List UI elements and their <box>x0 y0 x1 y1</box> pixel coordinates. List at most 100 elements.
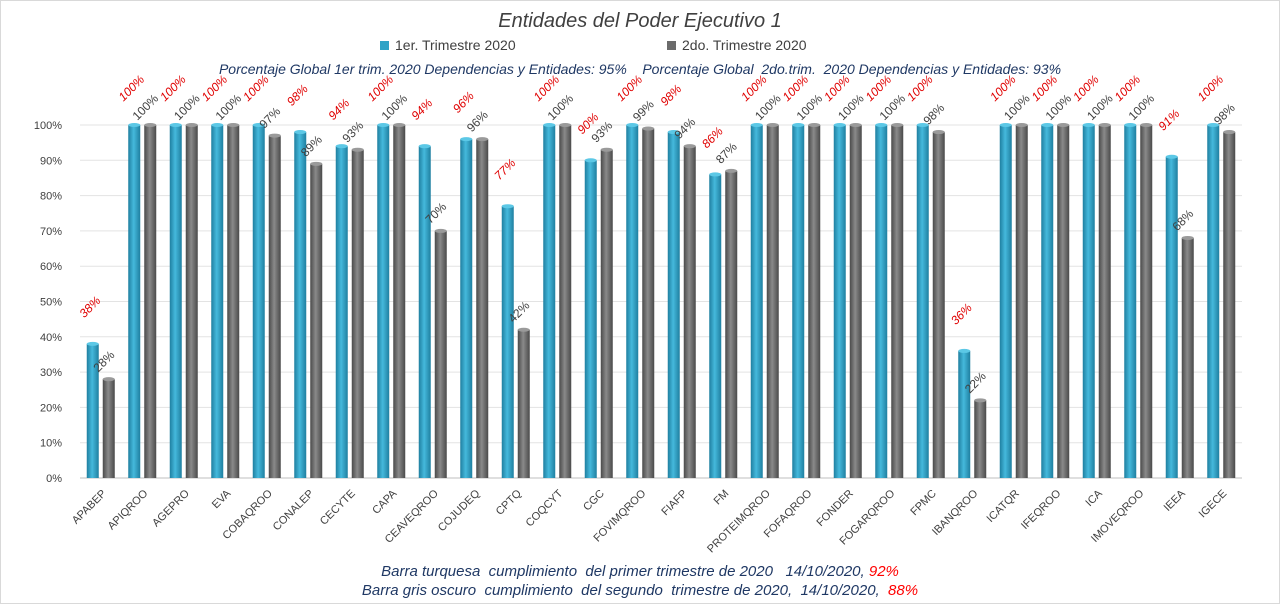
bar-q1-cap <box>1207 123 1220 127</box>
bar-q1 <box>86 343 99 478</box>
bar-q2 <box>974 400 987 478</box>
data-label-q2: 100% <box>794 91 826 123</box>
x-tick-label: FIAFP <box>659 488 690 519</box>
bar-q2 <box>185 125 198 478</box>
data-label-q2: 100% <box>545 91 577 123</box>
y-tick-label: 60% <box>40 261 62 273</box>
footnote-q1: Barra turquesa cumplimiento del primer t… <box>0 563 1280 580</box>
bar-q1-cap <box>86 341 99 346</box>
y-tick-label: 30% <box>40 367 62 379</box>
legend-item-q1: 1er. Trimestre 2020 <box>380 37 516 53</box>
bar-q1-cap <box>750 123 763 127</box>
bar-q2-cap <box>808 123 821 127</box>
data-label-q1: 100% <box>240 72 272 104</box>
x-tick-label: IEEA <box>1162 487 1189 514</box>
bar-q1-cap <box>501 204 514 209</box>
data-label-q2: 100% <box>1043 91 1075 123</box>
x-tick-label: AGEPRO <box>150 487 192 529</box>
data-label-q1: 38% <box>76 293 103 320</box>
bar-q1-cap <box>1041 123 1054 127</box>
bar-q2 <box>517 329 530 478</box>
bar-q1-cap <box>792 123 805 127</box>
bar-q2-cap <box>891 123 904 127</box>
bar-q1 <box>999 125 1012 478</box>
bar-q1 <box>833 125 846 478</box>
bar-q1-cap <box>377 123 390 127</box>
y-tick-label: 40% <box>40 332 62 344</box>
bar-q2-cap <box>517 327 530 332</box>
bar-q1-cap <box>833 123 846 127</box>
y-tick-label: 70% <box>40 226 62 238</box>
data-label-q1: 96% <box>450 89 477 116</box>
bar-q2 <box>642 128 655 478</box>
x-tick-label: EVA <box>210 487 234 511</box>
bar-q1 <box>294 132 307 478</box>
bar-q1 <box>875 125 888 478</box>
x-tick-label: CAPA <box>370 487 400 517</box>
legend-item-q2: 2do. Trimestre 2020 <box>667 37 807 53</box>
bar-q2-cap <box>351 147 364 152</box>
y-tick-label: 80% <box>40 191 62 203</box>
bar-q2-cap <box>185 123 198 127</box>
x-tick-label: CPTQ <box>494 487 524 517</box>
bar-q1 <box>211 125 224 478</box>
bar-q2-cap <box>268 133 281 138</box>
y-tick-label: 20% <box>40 402 62 414</box>
bar-q2-cap <box>974 398 987 403</box>
bar-q2-cap <box>600 147 613 152</box>
bar-q1 <box>252 125 265 478</box>
bar-q2 <box>932 132 945 478</box>
data-label-q1: 36% <box>948 300 975 327</box>
y-tick-label: 10% <box>40 438 62 450</box>
bar-q1-cap <box>335 144 348 149</box>
data-label-q1: 94% <box>325 96 352 123</box>
bar-q1-cap <box>252 123 265 127</box>
bar-q2 <box>808 125 821 478</box>
bar-q1 <box>709 174 722 479</box>
bar-q2-cap <box>227 123 240 127</box>
bar-q2-cap <box>1098 123 1111 127</box>
legend-label-q1: 1er. Trimestre 2020 <box>395 37 516 53</box>
bar-q2 <box>725 170 738 478</box>
x-tick-label: CECYTE <box>318 488 358 528</box>
x-tick-label: IGECE <box>1197 488 1230 521</box>
x-tick-label: COJUDEQ <box>436 487 483 534</box>
x-tick-label: APIQROO <box>106 487 151 532</box>
bar-q1 <box>667 132 680 478</box>
legend-swatch-q1 <box>380 40 389 50</box>
chart-subtitle: Porcentaje Global 1er trim. 2020 Depende… <box>218 61 1062 77</box>
x-tick-label: COQCYT <box>524 487 566 529</box>
bar-q2 <box>1140 125 1153 478</box>
bar-q2 <box>1181 237 1194 478</box>
bar-q2-cap <box>1223 130 1236 135</box>
x-tick-label: IFEQROO <box>1019 487 1064 532</box>
bar-q1 <box>1041 125 1054 478</box>
x-tick-label: CGC <box>581 488 607 514</box>
bar-q1-cap <box>1124 123 1137 127</box>
bar-q2-cap <box>1015 123 1028 127</box>
data-label-q2: 100% <box>130 91 162 123</box>
data-label-q2: 87% <box>713 139 740 166</box>
bar-q1-cap <box>709 172 722 177</box>
bar-q1-cap <box>626 123 639 127</box>
footnote-q1-text: Barra turquesa cumplimiento del primer t… <box>381 563 869 580</box>
footnote-q2-pct: 88% <box>888 582 919 599</box>
bar-q1 <box>377 125 390 478</box>
bar-q2-cap <box>393 123 406 127</box>
data-label-q2: 100% <box>1084 91 1116 123</box>
bar-q1 <box>1124 125 1137 478</box>
bar-q1 <box>169 125 182 478</box>
bar-q2 <box>434 230 447 478</box>
bar-q1 <box>543 125 556 478</box>
bar-q2-cap <box>725 168 738 173</box>
data-label-q2: 100% <box>877 91 909 123</box>
bar-q2 <box>849 125 862 478</box>
data-label-q1: 100% <box>904 72 936 104</box>
data-label-q1: 91% <box>1155 106 1182 133</box>
bar-q2-cap <box>102 377 115 382</box>
data-label-q1: 94% <box>408 96 435 123</box>
bar-q2-cap <box>310 161 323 166</box>
bar-q2 <box>1015 125 1028 478</box>
bar-q2 <box>600 149 613 478</box>
y-tick-label: 50% <box>40 297 62 309</box>
